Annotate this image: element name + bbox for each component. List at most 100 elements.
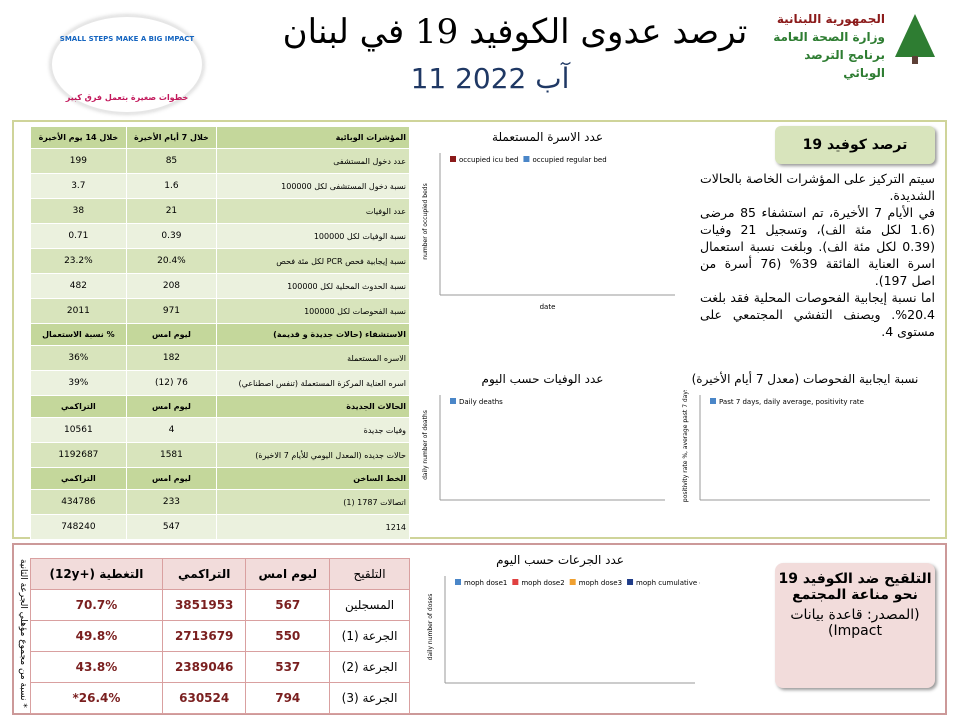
cell: 1192687	[30, 442, 127, 468]
row: وفيات جديدة 4 10561	[30, 417, 410, 443]
header-cell: ليوم امس	[245, 558, 331, 590]
header-cell: الخط الساخن	[216, 467, 410, 490]
cell: 1581	[125, 442, 218, 468]
legend-label: Past 7 days, daily average, positivity r…	[719, 398, 864, 406]
date: 11 آب 2022	[410, 62, 570, 95]
row: نسبة إيجابية فحص PCR لكل مئة فحص 20.4% 23.…	[30, 248, 410, 274]
legend-label: occupied regular bed	[532, 156, 606, 164]
cell: المسجلين	[329, 589, 410, 621]
header-cell: الاستشفاء (حالات جديدة و قديمة)	[216, 323, 410, 346]
campaign-text: خطوات صغيرة بتعمل فرق كبير	[65, 93, 189, 102]
row: اتصالات 1787 (1) 233 434786	[30, 489, 410, 515]
cell: 49.8%	[30, 620, 163, 652]
cell: الجرعة (3)	[329, 682, 410, 714]
cell: 20.4%	[125, 248, 218, 274]
chart-frame: moph dose1 moph dose2 moph dose3 moph cumul…	[420, 571, 700, 703]
header-row: التلقيح ليوم امس التراكمي التغطية (+12y)	[30, 558, 410, 590]
cell: 233	[125, 489, 218, 515]
cell: 971	[125, 298, 218, 324]
cell: 748240	[30, 514, 127, 540]
cell: نسبة إيجابية فحص PCR لكل مئة فحص	[216, 248, 410, 274]
cell: عدد الوفيات	[216, 198, 410, 224]
header-cell: التراكمي	[30, 467, 127, 490]
cell: 1214	[216, 514, 410, 540]
cell: 794	[245, 682, 331, 714]
cell: 26.4%*	[30, 682, 163, 714]
row: نسبة دخول المستشفى لكل 100000 1.6 3.7	[30, 173, 410, 199]
chart-frame: Daily deaths daily number of deaths	[415, 390, 670, 520]
legend-label: moph dose1	[464, 579, 507, 587]
legend-swatch	[523, 156, 530, 162]
cell: 3851953	[161, 589, 247, 621]
cell: 43.8%	[30, 651, 163, 683]
cell: عدد دخول المستشفى	[216, 148, 410, 174]
chart-caption: عدد الاسرة المستعملة	[492, 130, 603, 144]
legend-swatch	[450, 156, 456, 162]
cell: 630524	[161, 682, 247, 714]
cell: نسبة الفحوصات لكل 100000	[216, 298, 410, 324]
row: عدد الوفيات 21 38	[30, 198, 410, 224]
cell: 21	[125, 198, 218, 224]
legend-label: moph dose3	[579, 579, 622, 587]
header-cell: خلال 14 يوم الأخيرة	[30, 126, 127, 149]
cell: 85	[125, 148, 218, 174]
chart-caption: عدد الوفيات حسب اليوم	[481, 372, 604, 386]
paragraph: اما نسبة إيجابية الفحوصات المحلية فقد بل…	[700, 290, 935, 339]
chart-frame: Past 7 days, daily average, positivity r…	[675, 390, 935, 520]
cell: 182	[125, 345, 218, 371]
cell: 10561	[30, 417, 127, 443]
cell: 23.2%	[30, 248, 127, 274]
legend-swatch	[450, 398, 456, 404]
row: الجرعة (2) 537 2389046 43.8%	[30, 651, 410, 683]
ministry-line: برنامج الترصد الوبائي	[804, 48, 885, 80]
row: نسبة الحدوث المحلية لكل 100000 208 482	[30, 273, 410, 299]
summary: سيتم التركيز على المؤشرات الخاصة بالحالا…	[700, 170, 935, 340]
cell: 76 (12)	[125, 370, 218, 396]
cell: نسبة الحدوث المحلية لكل 100000	[216, 273, 410, 299]
vaccine-title: التلقيح ضد الكوفيد 19 نحو مناعة المجتمع	[778, 571, 932, 603]
row: المسجلين 567 3851953 70.7%	[30, 589, 410, 621]
cell: نسبة دخول المستشفى لكل 100000	[216, 173, 410, 199]
row: الاسره المستعملة 182 36%	[30, 345, 410, 371]
header-cell: % نسبة الاستعمال	[30, 323, 127, 346]
cell: 2389046	[161, 651, 247, 683]
campaign-text: SMALL STEPS MAKE A BIG IMPACT	[59, 35, 195, 43]
ministry-line: وزارة الصحة العامة	[773, 30, 885, 44]
cell: 70.7%	[30, 589, 163, 621]
covid-panel	[12, 120, 947, 539]
chart-caption: نسبة ايجابية الفحوصات (معدل 7 أيام الأخي…	[691, 372, 919, 386]
row: عدد دخول المستشفى 85 199	[30, 148, 410, 174]
vaccine-panel	[12, 543, 947, 715]
paragraph: سيتم التركيز على المؤشرات الخاصة بالحالا…	[700, 171, 935, 203]
vaccine-table: التلقيح ليوم امس التراكمي التغطية (+12y) الم…	[30, 558, 410, 714]
legend-swatch	[512, 579, 519, 585]
cell: 2011	[30, 298, 127, 324]
y-axis-label: daily number of doses	[427, 594, 434, 661]
cell: 0.39	[125, 223, 218, 249]
y-axis-label: number of occupied beds	[422, 183, 429, 259]
ministry-line: الجمهورية اللبنانية	[776, 12, 885, 26]
cell: اتصالات 1787 (1)	[216, 489, 410, 515]
cell: 547	[125, 514, 218, 540]
header-cell: التراكمي	[30, 395, 127, 418]
header-row: الاستشفاء (حالات جديدة و قديمة) ليوم امس%…	[30, 323, 410, 346]
paragraph: في الأيام 7 الأخيرة، تم استشفاء 85 مرضى …	[700, 205, 935, 288]
y-axis-label: positivity rate %, average past 7 days	[682, 390, 689, 502]
title: ترصد عدوى الكوفيد 19 في لبنان	[282, 12, 748, 52]
header-cell: ليوم امس	[125, 323, 218, 346]
cell: 550	[245, 620, 331, 652]
header-cell: الحالات الجديدة	[216, 395, 410, 418]
cell: 567	[245, 589, 331, 621]
cell: الجرعة (2)	[329, 651, 410, 683]
cell: 36%	[30, 345, 127, 371]
cell: 4	[125, 417, 218, 443]
legend-swatch	[710, 398, 716, 404]
header-row: الحالات الجديدة ليوم امس التراكمي	[30, 395, 410, 418]
cell: 3.7	[30, 173, 127, 199]
cell: 482	[30, 273, 127, 299]
campaign-logo: SMALL STEPS MAKE A BIG IMPACT خطوات صغير…	[50, 15, 204, 114]
cell: 199	[30, 148, 127, 174]
header-cell: التراكمي	[161, 558, 247, 590]
y-axis-label: daily number of deaths	[422, 410, 429, 480]
